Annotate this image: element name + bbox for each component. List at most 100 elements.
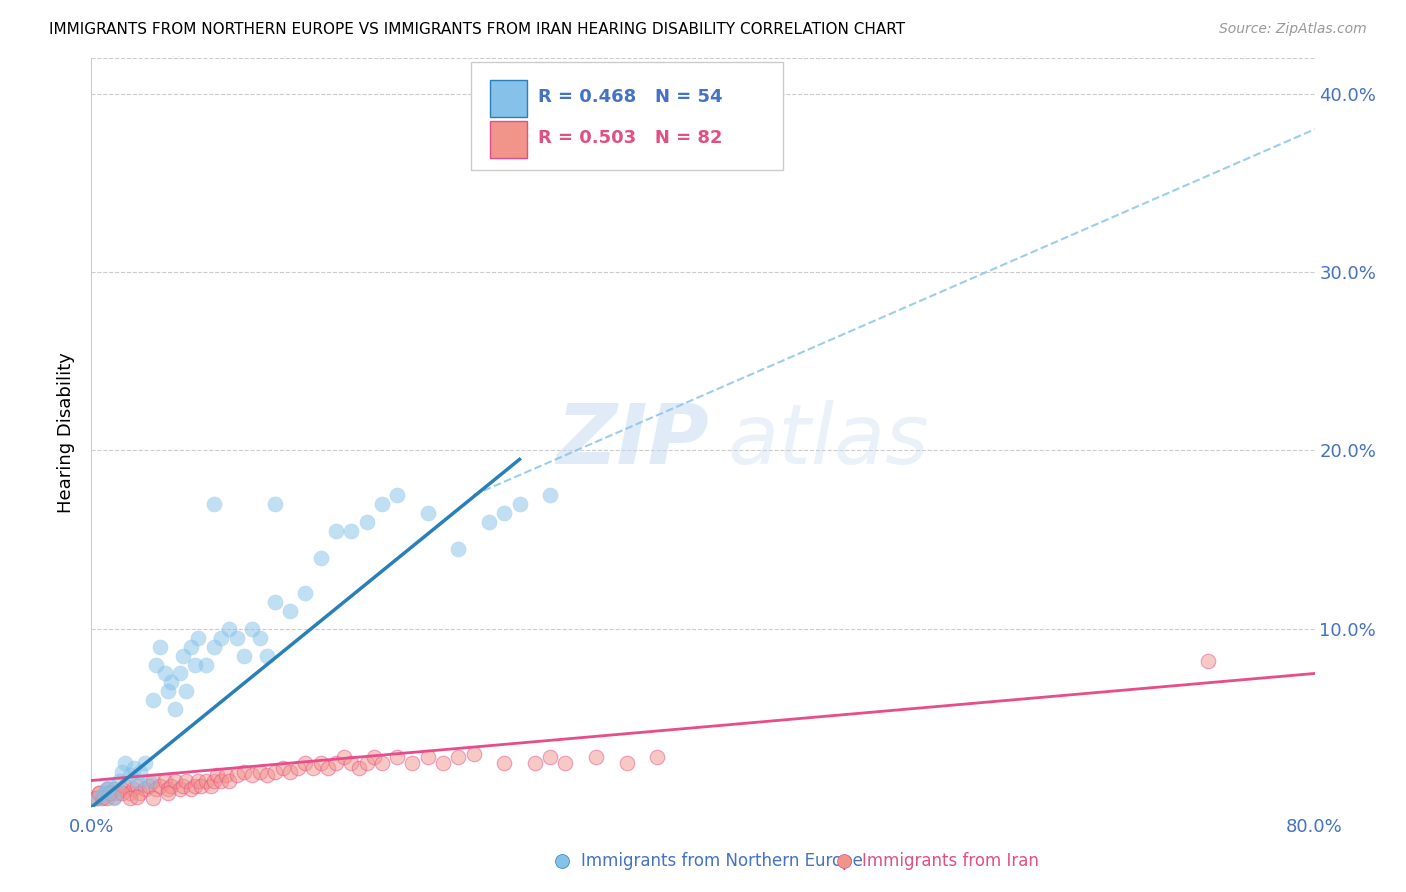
Point: [264, 497, 287, 511]
Text: Source: ZipAtlas.com: Source: ZipAtlas.com: [1219, 22, 1367, 37]
Point: [111, 764, 134, 779]
Point: [87, 786, 110, 800]
Point: [215, 768, 238, 782]
Point: [554, 756, 576, 770]
Point: [138, 779, 160, 793]
Point: [218, 622, 240, 636]
Point: [256, 648, 278, 663]
Point: [271, 761, 294, 775]
Text: IMMIGRANTS FROM NORTHERN EUROPE VS IMMIGRANTS FROM IRAN HEARING DISABILITY CORRE: IMMIGRANTS FROM NORTHERN EUROPE VS IMMIG…: [49, 22, 905, 37]
Point: [356, 515, 378, 529]
Point: [278, 604, 301, 618]
FancyBboxPatch shape: [491, 121, 527, 159]
Point: [309, 756, 332, 770]
Point: [165, 702, 187, 716]
Point: [509, 497, 531, 511]
Point: [141, 693, 163, 707]
Point: [122, 761, 145, 775]
Point: [202, 773, 225, 788]
Point: [174, 773, 197, 788]
Point: [264, 595, 287, 609]
Point: [174, 684, 197, 698]
Point: [127, 779, 149, 793]
Point: [96, 782, 118, 797]
Point: [172, 648, 194, 663]
Point: [249, 631, 271, 645]
Point: [225, 768, 247, 782]
Point: [1197, 654, 1219, 668]
Point: [538, 488, 561, 502]
Point: [385, 488, 409, 502]
Point: [129, 786, 152, 800]
Point: [114, 756, 136, 770]
Point: [160, 779, 183, 793]
Point: [184, 779, 207, 793]
Point: [127, 773, 149, 788]
Point: [325, 756, 347, 770]
Point: [478, 515, 501, 529]
Point: [294, 756, 316, 770]
Point: [180, 782, 202, 797]
Point: [278, 764, 301, 779]
Point: [233, 764, 256, 779]
Point: [371, 756, 394, 770]
Point: [118, 768, 141, 782]
Point: [111, 786, 134, 800]
Point: [416, 750, 439, 764]
Point: [156, 786, 179, 800]
FancyBboxPatch shape: [491, 79, 527, 117]
Point: [523, 756, 546, 770]
Point: [165, 773, 187, 788]
Text: Immigrants from Iran: Immigrants from Iran: [862, 852, 1039, 871]
Point: [187, 631, 209, 645]
Point: [169, 782, 191, 797]
Point: [187, 773, 209, 788]
Point: [294, 586, 316, 600]
Point: [309, 550, 332, 565]
Point: [225, 631, 247, 645]
Point: [363, 750, 385, 764]
Point: [385, 750, 409, 764]
Point: [202, 640, 225, 654]
Point: [156, 684, 179, 698]
Point: [103, 789, 125, 804]
Point: [195, 773, 218, 788]
Point: [371, 497, 394, 511]
Point: [209, 631, 232, 645]
Point: [645, 750, 668, 764]
Point: [145, 657, 167, 672]
Point: [127, 789, 149, 804]
Point: [447, 750, 470, 764]
Point: [318, 761, 340, 775]
Point: [233, 648, 256, 663]
Point: [264, 764, 287, 779]
Point: [218, 773, 240, 788]
Point: [190, 779, 212, 793]
Point: [105, 786, 128, 800]
Point: [84, 791, 107, 805]
Point: [153, 773, 176, 788]
Point: [340, 756, 363, 770]
Point: [141, 773, 163, 788]
Point: [114, 779, 136, 793]
Point: [96, 791, 118, 805]
Point: [149, 779, 172, 793]
Point: [240, 622, 263, 636]
Point: [96, 782, 118, 797]
Point: [98, 779, 121, 793]
Point: [180, 640, 202, 654]
Point: [332, 750, 354, 764]
Y-axis label: Hearing Disability: Hearing Disability: [56, 352, 75, 513]
Text: R = 0.468   N = 54: R = 0.468 N = 54: [538, 88, 723, 106]
Point: [103, 782, 125, 797]
Point: [108, 773, 131, 788]
Point: [249, 764, 271, 779]
Point: [240, 768, 263, 782]
Text: Immigrants from Northern Europe: Immigrants from Northern Europe: [581, 852, 862, 871]
Point: [94, 786, 117, 800]
Point: [134, 782, 156, 797]
Point: [200, 779, 222, 793]
Point: [156, 782, 179, 797]
Point: [93, 789, 115, 804]
Point: [93, 786, 115, 800]
